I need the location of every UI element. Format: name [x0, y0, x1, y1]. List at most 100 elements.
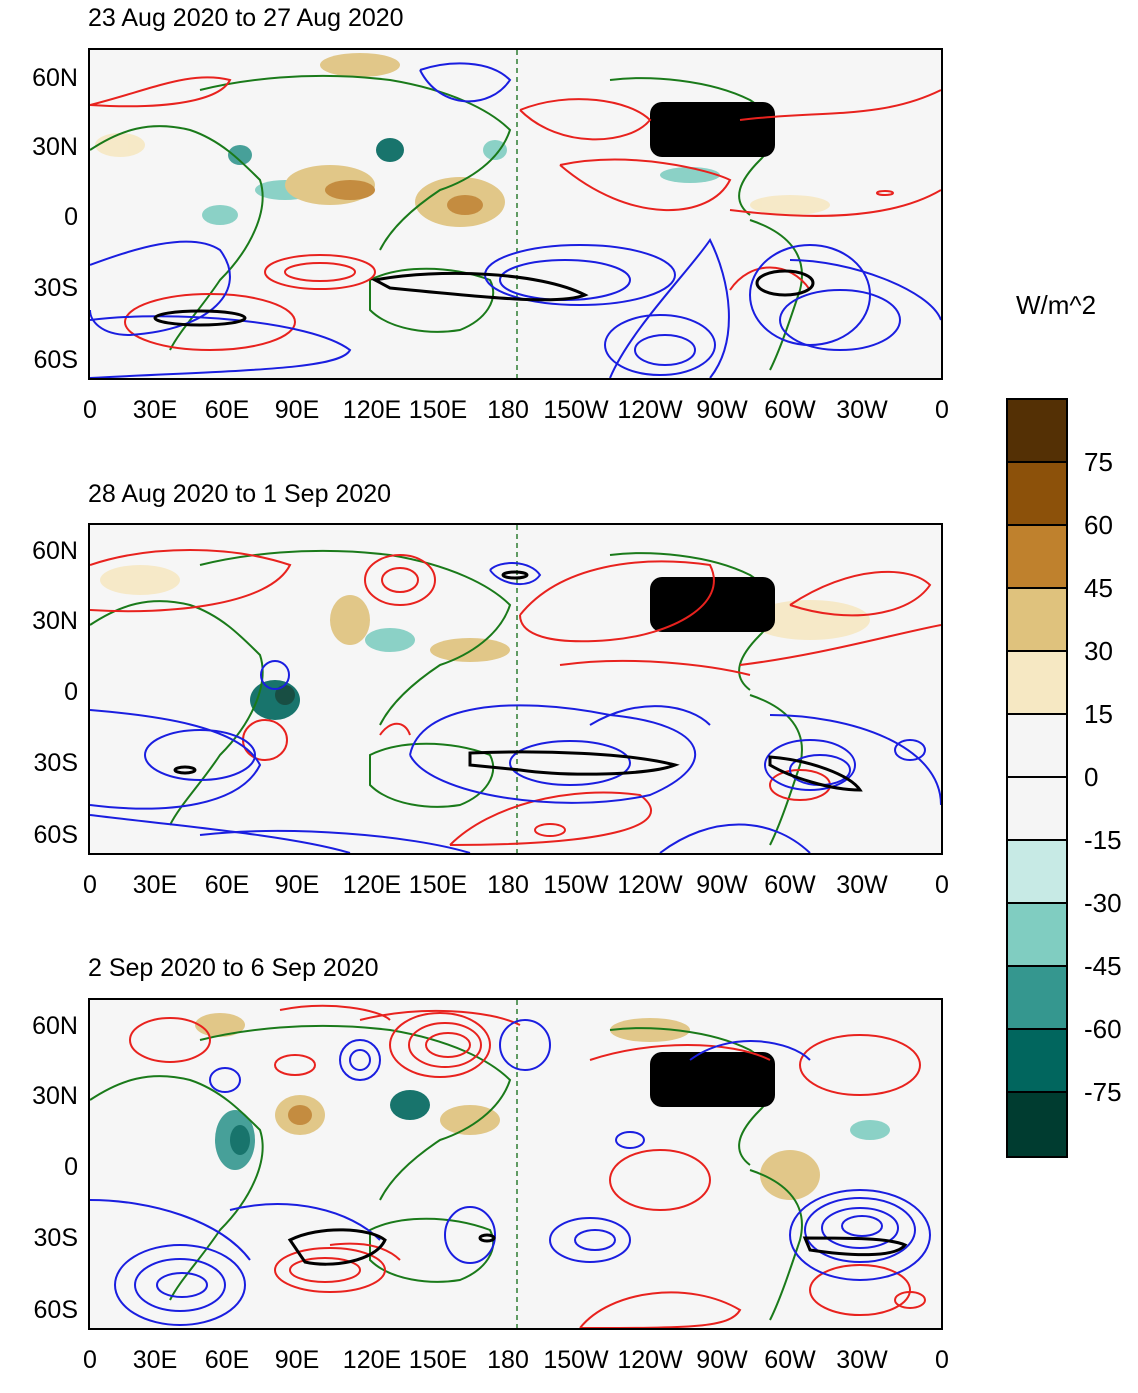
- lon-label: 30E: [132, 396, 178, 424]
- lon-label: 150W: [543, 396, 609, 424]
- lon-label: 150W: [543, 871, 609, 899]
- lon-label: 30W: [836, 396, 888, 424]
- lon-label: 150E: [408, 396, 468, 424]
- lat-label: 60N: [32, 537, 78, 565]
- colorbar-swatch: [1008, 589, 1066, 652]
- colorbar-label: 60: [1084, 510, 1113, 540]
- colorbar-label: 45: [1084, 573, 1113, 603]
- lat-label: 60S: [33, 1296, 78, 1324]
- lon-label: 0: [935, 1346, 949, 1374]
- map-panel-2: [88, 523, 943, 855]
- colorbar-swatch: [1008, 841, 1066, 904]
- lat-label: 60N: [32, 64, 78, 92]
- lon-label: 0: [83, 396, 97, 424]
- colorbar-swatch: [1008, 715, 1066, 778]
- significance-contours: [287, 1228, 908, 1266]
- colorbar-label: -15: [1084, 825, 1122, 855]
- lon-label: 120E: [342, 871, 402, 899]
- lat-label: 30S: [33, 1224, 78, 1252]
- colorbar-label: -75: [1084, 1077, 1122, 1107]
- lon-label: 90W: [696, 1346, 748, 1374]
- map-panel-3: [88, 998, 943, 1330]
- positive-contours: [90, 76, 941, 351]
- colorbar-swatch: [1008, 967, 1066, 1030]
- lon-label: 60E: [204, 1346, 250, 1374]
- panel-1-title: 23 Aug 2020 to 27 Aug 2020: [88, 4, 404, 32]
- colorbar-swatch: [1008, 1093, 1066, 1156]
- lon-label: 60W: [764, 396, 816, 424]
- shading-anomalies: [95, 53, 830, 227]
- colorbar-label: 0: [1084, 762, 1099, 792]
- lat-label: 60N: [32, 1012, 78, 1040]
- lon-label: 0: [83, 1346, 97, 1374]
- colorbar-label: -45: [1084, 951, 1122, 981]
- lon-label: 0: [83, 871, 97, 899]
- lon-label: 150E: [408, 871, 468, 899]
- lon-label: 30E: [132, 1346, 178, 1374]
- lon-label: 120W: [617, 396, 683, 424]
- lon-label: 60W: [764, 871, 816, 899]
- lon-label: 90E: [274, 871, 320, 899]
- map-panel-1: [88, 48, 943, 380]
- lat-label: 30N: [32, 1082, 78, 1110]
- panel-2-title: 28 Aug 2020 to 1 Sep 2020: [88, 480, 392, 508]
- colorbar-label: 15: [1084, 699, 1113, 729]
- coastlines: [90, 1024, 803, 1321]
- lon-label: 0: [935, 396, 949, 424]
- lon-label: 90W: [696, 871, 748, 899]
- coastlines: [90, 74, 803, 371]
- lon-label: 150E: [408, 1346, 468, 1374]
- lon-label: 180: [487, 1346, 529, 1374]
- lon-label: 30W: [836, 1346, 888, 1374]
- colorbar-units: W/m^2: [1016, 290, 1097, 320]
- negative-contours: [90, 1019, 931, 1326]
- lon-label: 150W: [543, 1346, 609, 1374]
- colorbar-swatch: [1008, 652, 1066, 715]
- usa-landmass: [650, 102, 775, 157]
- shading-anomalies: [195, 1013, 890, 1200]
- lat-label: 30S: [33, 749, 78, 777]
- lon-label: 120W: [617, 871, 683, 899]
- lon-label: 90E: [274, 1346, 320, 1374]
- usa-landmass: [650, 577, 775, 632]
- lon-label: 120E: [342, 396, 402, 424]
- lat-label: 0: [64, 678, 78, 706]
- lat-label: 60S: [33, 821, 78, 849]
- lon-label: 180: [487, 871, 529, 899]
- negative-contours: [90, 562, 941, 853]
- positive-contours: [129, 1004, 926, 1328]
- lon-label: 120W: [617, 1346, 683, 1374]
- lat-label: 30N: [32, 607, 78, 635]
- significance-contours: [173, 570, 863, 792]
- lon-label: 90E: [274, 396, 320, 424]
- positive-contours: [90, 549, 941, 846]
- colorbar-label: -30: [1084, 888, 1122, 918]
- panel-3-title: 2 Sep 2020 to 6 Sep 2020: [88, 954, 379, 982]
- colorbar-label: 75: [1084, 447, 1113, 477]
- lon-label: 180: [487, 396, 529, 424]
- lon-label: 0: [935, 871, 949, 899]
- colorbar: [1006, 398, 1068, 1158]
- lon-label: 120E: [342, 1346, 402, 1374]
- colorbar-swatch: [1008, 1030, 1066, 1093]
- colorbar-swatch: [1008, 904, 1066, 967]
- lat-label: 0: [64, 1153, 78, 1181]
- lon-label: 30E: [132, 871, 178, 899]
- lat-label: 30S: [33, 274, 78, 302]
- lon-label: 60E: [204, 396, 250, 424]
- colorbar-swatch: [1008, 778, 1066, 841]
- lon-label: 60E: [204, 871, 250, 899]
- colorbar-swatch: [1008, 526, 1066, 589]
- colorbar-swatch: [1008, 400, 1066, 463]
- lon-label: 90W: [696, 396, 748, 424]
- lon-label: 30W: [836, 871, 888, 899]
- usa-landmass: [650, 1052, 775, 1107]
- lat-label: 30N: [32, 133, 78, 161]
- colorbar-label: 30: [1084, 636, 1113, 666]
- lat-label: 60S: [33, 346, 78, 374]
- lat-label: 0: [64, 203, 78, 231]
- significance-contours: [153, 269, 815, 327]
- colorbar-label: -60: [1084, 1014, 1122, 1044]
- lon-label: 60W: [764, 1346, 816, 1374]
- colorbar-swatch: [1008, 463, 1066, 526]
